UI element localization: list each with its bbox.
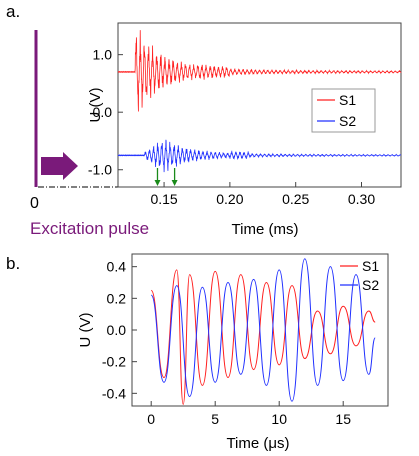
y-tick-label: 0.0 xyxy=(107,322,127,338)
plot-b-legend-s1: S1 xyxy=(362,258,379,274)
series-s2-trace xyxy=(117,139,402,173)
y-tick-label: -0.4 xyxy=(102,385,126,401)
plot-a-series xyxy=(117,30,402,173)
plot-a-xlabel: Time (ms) xyxy=(232,221,299,238)
panel-a-label: a. xyxy=(6,2,20,21)
excitation-arrow-icon xyxy=(41,152,78,180)
excitation-pulse-label: Excitation pulse xyxy=(30,219,149,238)
arrival-markers xyxy=(154,168,178,186)
x-tick-label: 0.30 xyxy=(348,191,375,207)
plot-a-frame xyxy=(117,22,402,188)
pulse-tick-label: 0 xyxy=(30,195,39,212)
series-s2-line xyxy=(150,258,376,402)
plot-a-ylabel: U (V) xyxy=(87,88,104,123)
x-tick-label: 0.15 xyxy=(150,191,177,207)
panel-b-label: b. xyxy=(6,254,20,273)
plot-a-legend-s2: S2 xyxy=(339,113,356,129)
plot-b-series xyxy=(150,258,376,405)
x-tick-label: 0.25 xyxy=(282,191,309,207)
plot-a-legend-box xyxy=(311,88,376,133)
plot-a-legend-s1: S1 xyxy=(339,92,356,108)
series-s1-line xyxy=(150,269,376,405)
plot-b-xlabel: Time (μs) xyxy=(226,435,289,452)
y-tick-label: 0.4 xyxy=(107,259,127,275)
x-tick-label: 0.20 xyxy=(216,191,243,207)
x-tick-label: 15 xyxy=(335,411,351,427)
y-tick-label: -1.0 xyxy=(88,162,112,178)
arrival-marker-arrowhead xyxy=(154,180,161,186)
x-tick-label: 10 xyxy=(271,411,287,427)
x-tick-label: 0 xyxy=(147,411,155,427)
plot-b-ylabel: U (V) xyxy=(77,313,94,348)
plot-b-legend-s2: S2 xyxy=(362,277,379,293)
plot-a-legend: S1 S2 xyxy=(311,88,376,133)
y-tick-label: 1.0 xyxy=(93,47,113,63)
plot-a-ticks: 0.15 0.20 0.25 0.30 1.0 0.0 -1.0 xyxy=(88,47,375,207)
y-tick-label: -0.2 xyxy=(102,354,126,370)
plot-b-ticks: 0 5 10 15 0.4 0.2 0.0 -0.2 -0.4 xyxy=(102,259,351,427)
y-tick-label: 0.2 xyxy=(107,290,127,306)
series-s1-trace xyxy=(117,30,402,112)
y-tick-label: 0.0 xyxy=(93,104,113,120)
x-tick-label: 5 xyxy=(211,411,219,427)
plot-b-legend: S1 S2 xyxy=(340,258,379,293)
arrival-marker-arrowhead xyxy=(171,180,178,186)
